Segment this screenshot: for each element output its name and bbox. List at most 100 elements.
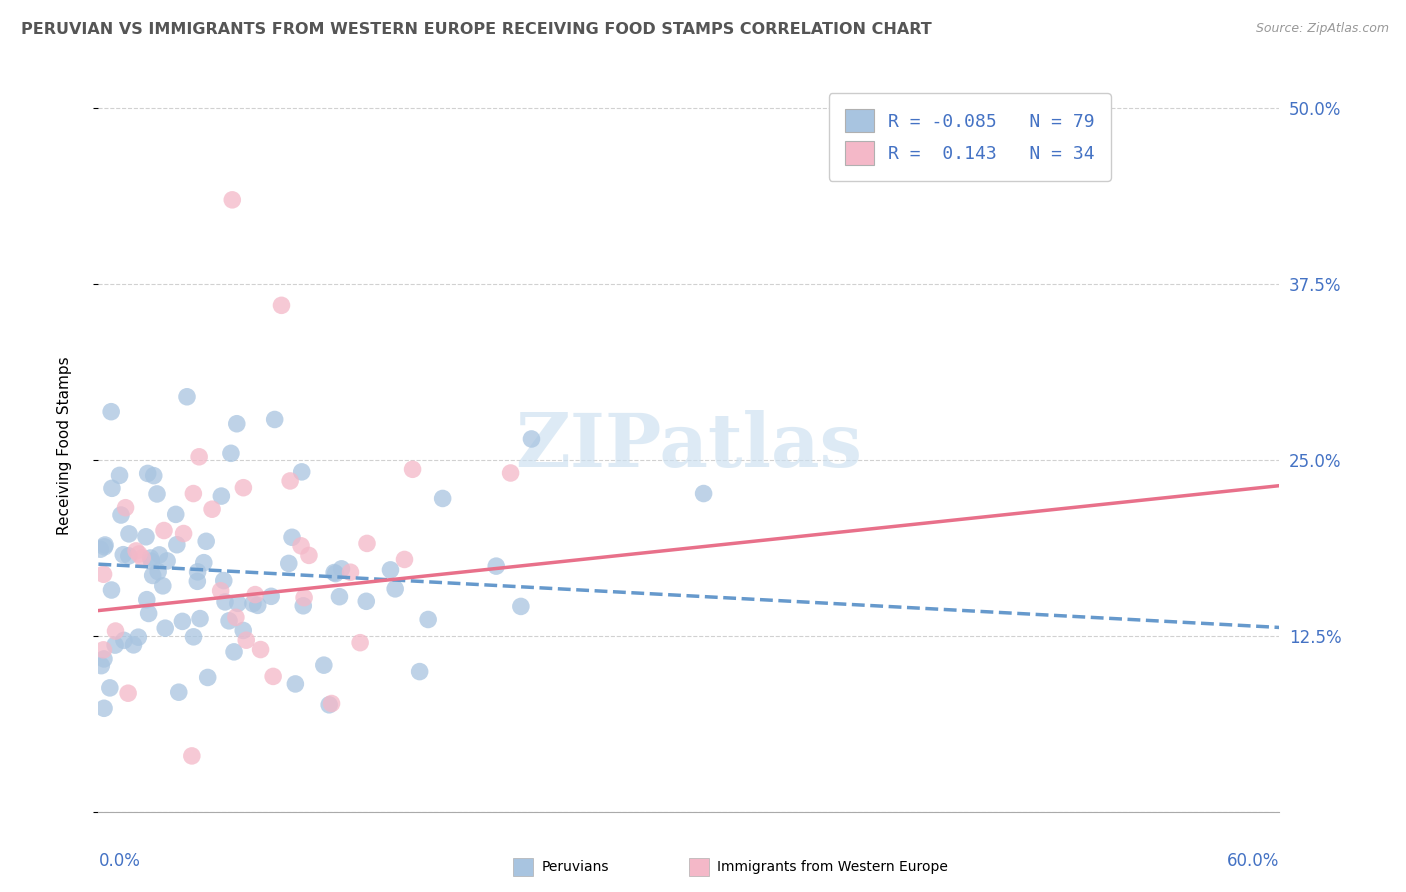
Point	[188, 611, 211, 625]
Point	[117, 686, 139, 700]
Point	[260, 590, 283, 604]
Point	[93, 567, 115, 582]
Point	[325, 566, 347, 581]
Text: ZIPatlas: ZIPatlas	[516, 409, 862, 483]
Point	[172, 615, 194, 629]
Point	[219, 446, 242, 460]
Point	[394, 552, 416, 566]
Point	[277, 557, 299, 571]
Point	[349, 635, 371, 649]
Point	[225, 417, 247, 431]
Point	[142, 468, 165, 483]
Point	[100, 582, 122, 597]
Point	[193, 556, 215, 570]
Point	[292, 591, 315, 605]
Point	[104, 638, 127, 652]
Point	[93, 540, 115, 554]
Point	[180, 748, 202, 763]
Point	[127, 630, 149, 644]
Point	[270, 298, 292, 312]
Point	[226, 596, 249, 610]
Point	[183, 486, 205, 500]
Point	[509, 599, 531, 614]
Point	[90, 658, 112, 673]
Point	[156, 554, 179, 568]
Point	[135, 592, 157, 607]
Point	[408, 665, 430, 679]
Point	[281, 530, 304, 544]
Point	[138, 607, 160, 621]
Point	[155, 621, 177, 635]
Point	[165, 508, 187, 522]
Point	[128, 547, 150, 561]
Point	[93, 652, 115, 666]
Point	[118, 527, 141, 541]
Point	[318, 698, 340, 712]
Legend: R = -0.085   N = 79, R =  0.143   N = 34: R = -0.085 N = 79, R = 0.143 N = 34	[828, 93, 1111, 181]
Point	[212, 574, 235, 588]
Point	[292, 599, 315, 613]
Point	[242, 597, 264, 611]
Point	[183, 630, 205, 644]
Point	[112, 548, 135, 562]
Point	[94, 538, 117, 552]
Point	[246, 599, 269, 613]
Point	[692, 486, 714, 500]
Point	[222, 645, 245, 659]
Point	[485, 559, 508, 574]
Point	[380, 563, 402, 577]
Point	[112, 633, 135, 648]
Point	[221, 193, 243, 207]
Point	[225, 610, 247, 624]
Point	[173, 526, 195, 541]
Text: Source: ZipAtlas.com: Source: ZipAtlas.com	[1256, 22, 1389, 36]
Point	[104, 624, 127, 638]
Point	[235, 633, 257, 648]
Point	[214, 595, 236, 609]
Point	[354, 594, 377, 608]
Point	[323, 566, 346, 580]
Point	[291, 465, 314, 479]
Point	[328, 590, 350, 604]
Point	[232, 624, 254, 638]
Point	[186, 574, 208, 589]
Point	[298, 549, 321, 563]
Point	[339, 566, 361, 580]
Point	[188, 450, 211, 464]
Point	[152, 579, 174, 593]
Point	[401, 462, 423, 476]
Point	[290, 539, 312, 553]
Point	[148, 548, 170, 562]
Point	[142, 568, 165, 582]
Point	[100, 405, 122, 419]
Point	[139, 551, 162, 566]
Point	[93, 643, 115, 657]
Point	[263, 412, 285, 426]
Text: Peruvians: Peruvians	[541, 860, 609, 874]
Point	[330, 562, 353, 576]
Point	[232, 481, 254, 495]
Point	[101, 481, 124, 495]
Point	[520, 432, 543, 446]
Point	[176, 390, 198, 404]
Point	[356, 536, 378, 550]
Point	[249, 642, 271, 657]
Point	[93, 701, 115, 715]
Point	[499, 466, 522, 480]
Point	[167, 685, 190, 699]
Point	[209, 489, 232, 503]
Point	[110, 508, 132, 522]
Point	[153, 524, 176, 538]
Point	[243, 588, 266, 602]
Point	[141, 554, 163, 568]
Point	[118, 549, 141, 563]
Point	[166, 538, 188, 552]
Point	[201, 502, 224, 516]
Point	[384, 582, 406, 596]
Point	[125, 544, 148, 558]
Point	[187, 565, 209, 579]
Y-axis label: Receiving Food Stamps: Receiving Food Stamps	[58, 357, 72, 535]
Point	[122, 638, 145, 652]
Point	[114, 500, 136, 515]
Point	[278, 474, 301, 488]
